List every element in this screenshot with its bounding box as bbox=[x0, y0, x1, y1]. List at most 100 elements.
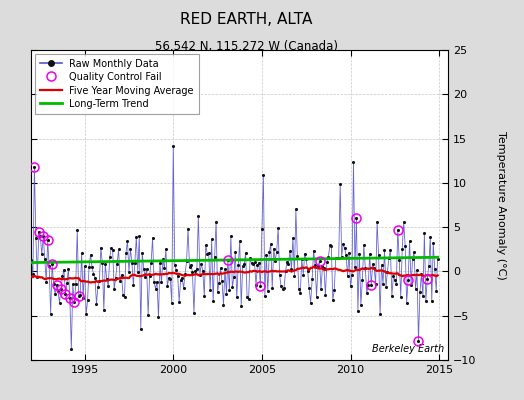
Point bbox=[429, 240, 438, 246]
Point bbox=[58, 273, 67, 280]
Point bbox=[354, 308, 362, 314]
Point bbox=[31, 234, 40, 241]
Point bbox=[175, 299, 183, 305]
Point bbox=[426, 234, 434, 240]
Point bbox=[265, 249, 274, 256]
Point bbox=[139, 266, 148, 272]
Point bbox=[367, 282, 375, 288]
Point bbox=[225, 287, 234, 294]
Point bbox=[128, 260, 136, 266]
Point bbox=[406, 238, 414, 244]
Point bbox=[432, 287, 440, 294]
Legend: Raw Monthly Data, Quality Control Fail, Five Year Moving Average, Long-Term Tren: Raw Monthly Data, Quality Control Fail, … bbox=[35, 54, 199, 114]
Point bbox=[256, 282, 265, 289]
Point bbox=[293, 253, 301, 259]
Point bbox=[113, 260, 122, 267]
Point bbox=[267, 241, 275, 248]
Point bbox=[301, 251, 309, 257]
Point bbox=[244, 296, 253, 302]
Point bbox=[249, 261, 257, 268]
Point bbox=[160, 265, 169, 272]
Point bbox=[330, 287, 339, 294]
Point bbox=[170, 262, 179, 268]
Point bbox=[309, 248, 318, 254]
Point bbox=[130, 260, 139, 266]
Point bbox=[327, 243, 335, 249]
Point bbox=[184, 226, 192, 232]
Point bbox=[276, 272, 284, 278]
Point bbox=[188, 269, 196, 275]
Point bbox=[277, 283, 285, 290]
Point bbox=[137, 326, 145, 332]
Point bbox=[153, 278, 161, 285]
Point bbox=[200, 293, 209, 299]
Point bbox=[206, 287, 214, 294]
Point bbox=[394, 227, 402, 233]
Point bbox=[385, 255, 393, 261]
Point bbox=[318, 263, 326, 269]
Point bbox=[227, 233, 235, 239]
Point bbox=[100, 307, 108, 313]
Point bbox=[219, 301, 227, 308]
Point bbox=[246, 255, 254, 262]
Point bbox=[283, 259, 291, 266]
Point bbox=[177, 276, 185, 283]
Point bbox=[29, 271, 37, 278]
Point bbox=[325, 242, 334, 249]
Point bbox=[49, 280, 58, 287]
Point bbox=[391, 276, 399, 283]
Point bbox=[363, 290, 371, 296]
Point bbox=[307, 300, 315, 306]
Point bbox=[397, 294, 405, 300]
Point bbox=[308, 276, 316, 283]
Point bbox=[129, 282, 138, 288]
Point bbox=[398, 246, 407, 252]
Point bbox=[150, 279, 158, 285]
Point bbox=[215, 280, 223, 286]
Point bbox=[85, 264, 93, 270]
Point bbox=[247, 260, 256, 267]
Point bbox=[135, 233, 144, 239]
Point bbox=[408, 256, 417, 262]
Point bbox=[366, 251, 374, 257]
Point bbox=[358, 276, 366, 283]
Point bbox=[173, 272, 182, 279]
Point bbox=[372, 280, 380, 287]
Point bbox=[172, 267, 180, 274]
Point bbox=[411, 286, 420, 293]
Point bbox=[314, 262, 322, 269]
Point bbox=[54, 288, 62, 294]
Point bbox=[262, 252, 270, 258]
Point bbox=[163, 283, 171, 289]
Point bbox=[240, 261, 248, 268]
Point bbox=[80, 263, 89, 270]
Point bbox=[211, 254, 219, 260]
Point bbox=[395, 257, 403, 263]
Point bbox=[60, 266, 68, 273]
Point bbox=[422, 297, 430, 304]
Point bbox=[110, 286, 118, 293]
Point bbox=[125, 269, 133, 276]
Point bbox=[107, 245, 115, 251]
Point bbox=[134, 268, 142, 275]
Point bbox=[119, 292, 127, 298]
Point bbox=[51, 290, 59, 297]
Point bbox=[298, 256, 306, 262]
Point bbox=[43, 237, 52, 244]
Point bbox=[233, 294, 241, 300]
Point bbox=[305, 285, 313, 292]
Point bbox=[260, 293, 269, 300]
Point bbox=[159, 256, 167, 262]
Point bbox=[91, 274, 99, 281]
Point bbox=[278, 286, 287, 293]
Point bbox=[187, 262, 195, 268]
Point bbox=[343, 273, 352, 280]
Point bbox=[269, 245, 278, 252]
Point bbox=[39, 233, 48, 239]
Point bbox=[104, 283, 113, 289]
Point bbox=[334, 255, 343, 261]
Point bbox=[285, 260, 293, 267]
Point bbox=[76, 291, 84, 298]
Point bbox=[203, 250, 211, 257]
Point bbox=[386, 247, 395, 253]
